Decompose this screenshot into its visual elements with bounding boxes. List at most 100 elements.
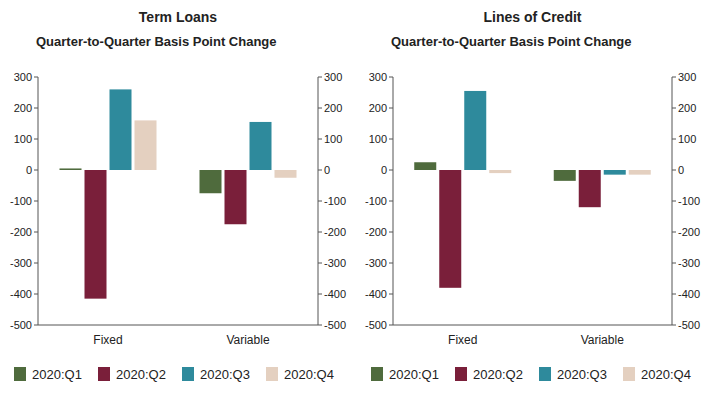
y2-tick [318, 170, 322, 171]
legend-label: 2020:Q3 [557, 367, 607, 382]
y2-tick-label: -100 [324, 195, 346, 207]
y2-tick [318, 232, 322, 233]
bars [60, 89, 297, 298]
subtitle: Quarter-to-Quarter Basis Point Change [391, 34, 632, 49]
y2-tick-label: 0 [324, 164, 330, 176]
y2-tick-label: -500 [324, 319, 346, 331]
legend-swatch [182, 367, 194, 381]
y-tick [34, 108, 38, 109]
y-tick-label: -400 [365, 288, 387, 300]
y-tick [34, 325, 38, 326]
y2-tick-label: -200 [678, 226, 700, 238]
bar [629, 170, 651, 175]
legend-swatch [266, 367, 278, 381]
y2-tick [672, 77, 676, 78]
y-tick-label: 100 [369, 133, 387, 145]
y-tick-label: 200 [14, 102, 32, 114]
y-tick-label: 300 [14, 71, 32, 83]
y2-tick-label: 200 [324, 102, 342, 114]
y2-tick [318, 263, 322, 264]
y2-tick-label: 100 [678, 133, 696, 145]
y-tick [389, 325, 393, 326]
bar [250, 122, 272, 170]
y-tick-label: -300 [365, 257, 387, 269]
y-tick [389, 232, 393, 233]
panel: Term Loans Quarter-to-Quarter Basis Point… [10, 9, 346, 382]
y-tick [389, 77, 393, 78]
y-tick-label: 100 [14, 133, 32, 145]
y-tick [34, 294, 38, 295]
y-tick-label: -100 [365, 195, 387, 207]
bar [439, 170, 461, 288]
legend-label: 2020:Q4 [641, 367, 691, 382]
y2-tick-label: 100 [324, 133, 342, 145]
y-tick [389, 201, 393, 202]
y-tick [389, 170, 393, 171]
x-axis-line [38, 325, 318, 326]
y-tick [34, 232, 38, 233]
x-tick-label: Variable [581, 333, 624, 347]
y-tick-label: -200 [10, 226, 32, 238]
y2-tick [672, 201, 676, 202]
y-tick-label: 0 [26, 164, 32, 176]
y-tick [34, 201, 38, 202]
bar [489, 170, 511, 173]
y2-tick [318, 294, 322, 295]
y-tick-label: 0 [381, 164, 387, 176]
bar [554, 170, 576, 181]
legend-swatch [98, 367, 110, 381]
y-tick-label: -500 [365, 319, 387, 331]
y2-tick-label: 200 [678, 102, 696, 114]
y2-tick-label: -500 [678, 319, 700, 331]
title: Term Loans [139, 9, 218, 25]
legend-swatch [455, 367, 467, 381]
bar [110, 89, 132, 170]
y2-tick [318, 108, 322, 109]
y2-tick-label: -300 [678, 257, 700, 269]
bar [225, 170, 247, 224]
legend-label: 2020:Q1 [32, 367, 82, 382]
legend-swatch [539, 367, 551, 381]
y2-tick [672, 108, 676, 109]
y2-tick [672, 325, 676, 326]
y2-tick-label: 300 [678, 71, 696, 83]
y2-tick-label: 300 [324, 71, 342, 83]
y2-tick [318, 201, 322, 202]
y-tick [389, 263, 393, 264]
y2-tick [318, 77, 322, 78]
bar [275, 170, 297, 178]
bar [604, 170, 626, 175]
bar [464, 91, 486, 170]
y2-tick-label: -400 [324, 288, 346, 300]
y-tick-label: 200 [369, 102, 387, 114]
bar [60, 168, 82, 170]
title: Lines of Credit [483, 9, 581, 25]
y-tick [389, 294, 393, 295]
y-tick-label: -300 [10, 257, 32, 269]
y2-tick [672, 263, 676, 264]
y-tick-label: -400 [10, 288, 32, 300]
x-tick-label: Variable [226, 333, 269, 347]
legend-swatch [371, 367, 383, 381]
bar [85, 170, 107, 299]
panel: Lines of Credit Quarter-to-Quarter Basis … [365, 9, 700, 382]
y-tick-label: -100 [10, 195, 32, 207]
y-tick-label: -500 [10, 319, 32, 331]
x-tick-label: Fixed [93, 333, 122, 347]
legend-label: 2020:Q2 [473, 367, 523, 382]
y2-tick-label: -100 [678, 195, 700, 207]
y2-tick [672, 294, 676, 295]
bar [414, 162, 436, 170]
bar [200, 170, 222, 193]
y2-tick [318, 139, 322, 140]
chart-canvas: Term Loans Quarter-to-Quarter Basis Point… [0, 0, 725, 393]
legend-label: 2020:Q2 [116, 367, 166, 382]
legend-swatch [623, 367, 635, 381]
subtitle: Quarter-to-Quarter Basis Point Change [36, 34, 277, 49]
y2-tick [318, 325, 322, 326]
y2-tick [672, 170, 676, 171]
y-tick [34, 77, 38, 78]
legend-label: 2020:Q1 [389, 367, 439, 382]
legend-swatch [14, 367, 26, 381]
x-tick-label: Fixed [448, 333, 477, 347]
